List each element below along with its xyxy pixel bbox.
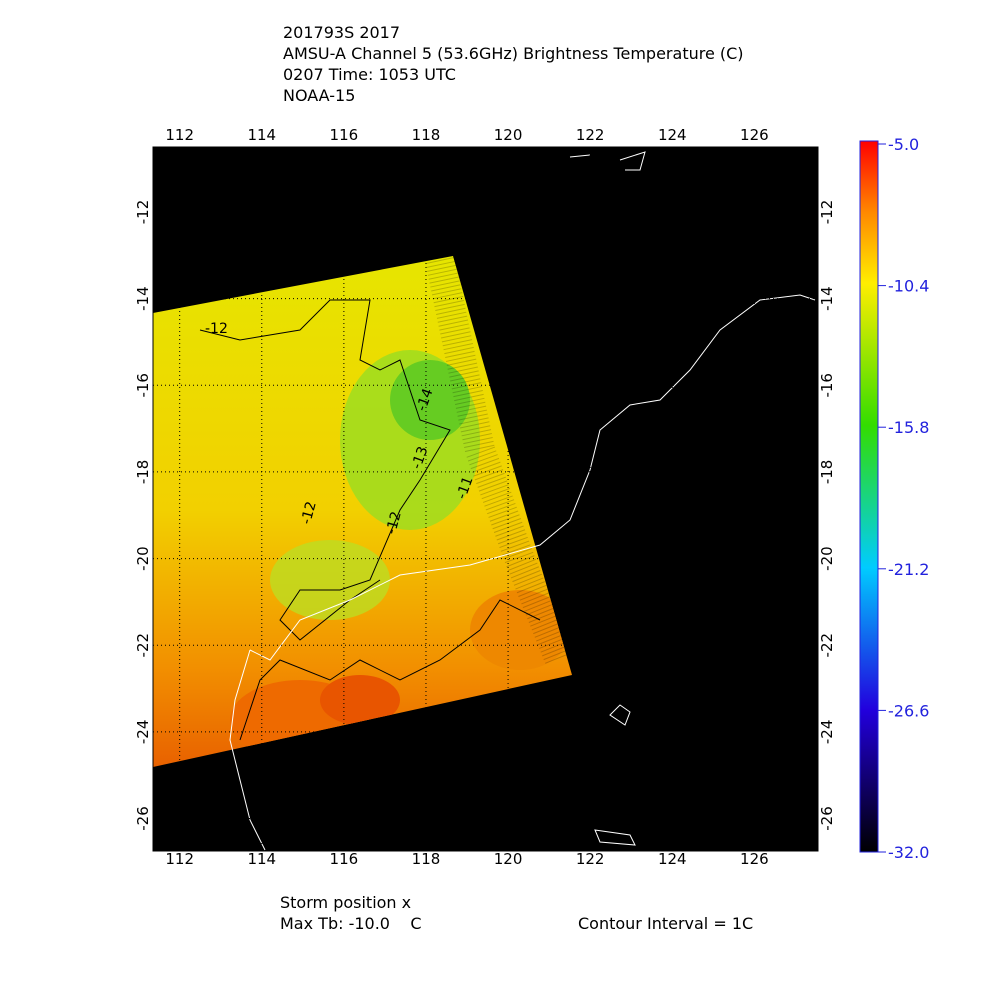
- y-tick-label: -24: [818, 720, 836, 745]
- y-tick-label: -16: [134, 373, 152, 398]
- y-tick-label: -18: [818, 460, 836, 485]
- contour-label: -12: [205, 321, 228, 337]
- x-tick-label: 124: [658, 850, 687, 868]
- x-tick-label: 120: [494, 126, 523, 144]
- y-tick-label: -24: [134, 720, 152, 745]
- header-line: 201793S 2017: [283, 23, 400, 42]
- x-tick-label: 122: [576, 126, 605, 144]
- header: 201793S 2017 AMSU-A Channel 5 (53.6GHz) …: [283, 23, 744, 105]
- max-tb: Max Tb: -10.0 C: [280, 914, 421, 933]
- contour-label: -12: [383, 510, 404, 536]
- x-tick-label: 124: [658, 126, 687, 144]
- header-line: NOAA-15: [283, 86, 355, 105]
- x-tick-label: 126: [740, 126, 769, 144]
- colorbar-label: -5.0: [888, 135, 919, 154]
- x-tick-label: 114: [247, 126, 276, 144]
- storm-position: Storm position x: [280, 893, 411, 912]
- header-line: AMSU-A Channel 5 (53.6GHz) Brightness Te…: [283, 44, 744, 63]
- y-tick-label: -20: [134, 546, 152, 571]
- contour-interval: Contour Interval = 1C: [578, 914, 753, 933]
- x-tick-label: 126: [740, 850, 769, 868]
- header-line: 0207 Time: 1053 UTC: [283, 65, 456, 84]
- y-tick-label: -16: [818, 373, 836, 398]
- y-tick-label: -26: [818, 806, 836, 831]
- y-tick-label: -22: [134, 633, 152, 658]
- x-tick-label: 112: [165, 850, 194, 868]
- grid: [153, 147, 818, 851]
- x-tick-label: 116: [330, 850, 359, 868]
- y-tick-label: -12: [134, 200, 152, 225]
- y-tick-label: -12: [818, 200, 836, 225]
- x-tick-label: 120: [494, 850, 523, 868]
- contour-label: -11: [454, 474, 477, 501]
- y-tick-label: -26: [134, 806, 152, 831]
- coastline: [229, 151, 816, 851]
- map-frame: [152, 146, 819, 852]
- x-tick-label: 118: [412, 126, 441, 144]
- colorbar: [859, 140, 879, 853]
- x-tick-label: 116: [330, 126, 359, 144]
- colorbar-label: -32.0: [888, 843, 929, 862]
- colorbar-label: -10.4: [888, 277, 929, 296]
- contour-label: -14: [414, 386, 437, 413]
- y-tick-label: -14: [818, 286, 836, 311]
- colorbar-ticks: -5.0 -10.4 -15.8 -21.2 -26.6 -32.0: [878, 135, 929, 862]
- contour-label: -12: [298, 500, 319, 526]
- y-tick-label: -20: [818, 546, 836, 571]
- x-tick-label: 118: [412, 850, 441, 868]
- x-tick-label: 114: [247, 850, 276, 868]
- y-tick-label: -22: [818, 633, 836, 658]
- x-tick-label: 122: [576, 850, 605, 868]
- footer: Storm position x Max Tb: -10.0 C Contour…: [280, 893, 753, 933]
- x-tick-label: 112: [165, 126, 194, 144]
- colorbar-label: -26.6: [888, 701, 929, 720]
- colorbar-label: -21.2: [888, 560, 929, 579]
- y-tick-label: -18: [134, 460, 152, 485]
- colorbar-label: -15.8: [888, 418, 929, 437]
- contour-label: -13: [409, 444, 432, 471]
- y-tick-label: -14: [134, 286, 152, 311]
